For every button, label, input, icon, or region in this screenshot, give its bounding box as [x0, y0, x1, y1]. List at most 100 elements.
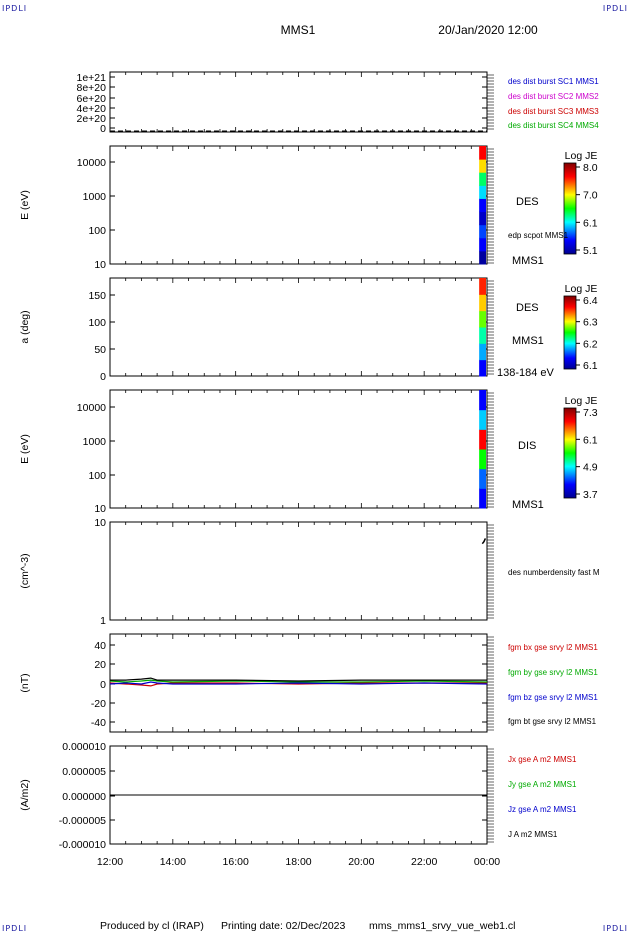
heatmap-cell: [479, 468, 486, 489]
y-tick-label: 0: [100, 679, 106, 691]
heatmap-cell: [479, 237, 486, 252]
heatmap-cell: [479, 327, 486, 344]
panel-frame: [109, 145, 488, 265]
heatmap-cell: [479, 172, 486, 186]
y-axis-label: (cm^-3): [19, 553, 31, 588]
heatmap-cell: [479, 198, 486, 213]
x-tick-label: 00:00: [474, 856, 500, 868]
series-line: [109, 681, 488, 685]
y-tick-label: 1e+21: [77, 72, 107, 84]
legend-entry: fgm by gse srvy l2 MMS1: [508, 668, 598, 677]
x-tick-label: 16:00: [223, 856, 249, 868]
panel-label: DES: [516, 302, 539, 314]
panel-label: DIS: [518, 440, 536, 452]
panel-3: 10000 1000 100 10 E (eV) Log JE7.3 6.1 4.9 3.7 DI…: [19, 389, 598, 515]
y-axis-label: (A/m2): [19, 779, 31, 811]
panel-label: DES: [516, 196, 539, 208]
y-tick-label: 20: [94, 659, 106, 671]
corner-label-bottom-right: IPDLI: [602, 924, 628, 933]
y-tick-label: -0.000005: [59, 815, 106, 827]
colorbar-tick-label: 6.3: [583, 317, 598, 329]
legend-entry: des dist burst SC3 MMS3: [508, 107, 599, 116]
colorbar-tick-label: 3.7: [583, 489, 598, 501]
colorbar-tick-label: 6.1: [583, 360, 598, 372]
y-tick-label: 150: [88, 290, 106, 302]
series-line: [481, 538, 487, 545]
heatmap-cell: [479, 211, 486, 226]
heatmap-cell: [479, 359, 486, 377]
y-tick-label: 10: [94, 503, 106, 515]
panel-frame: [109, 277, 488, 377]
y-axis-label: a (deg): [19, 310, 31, 343]
y-tick-label: 6e+20: [77, 93, 107, 105]
heatmap-cell: [479, 409, 486, 430]
y-tick-label: 0: [100, 371, 106, 383]
x-tick-label: 20:00: [348, 856, 374, 868]
colorbar-tick-label: 6.4: [583, 295, 598, 307]
x-tick-label: 14:00: [160, 856, 186, 868]
y-tick-label: 10000: [77, 157, 106, 169]
panel-frame: [109, 521, 488, 621]
panel-5: 40 20 0 -20 -40 (nT) fgm bx gse srvy l2 MMS1 fg…: [19, 633, 598, 733]
legend-entry: des dist burst SC4 MMS4: [508, 121, 599, 130]
panel-label: edp scpot MMS1: [508, 231, 569, 240]
legend-entry: fgm bz gse srvy l2 MMS1: [508, 693, 598, 702]
footer-produced-by: Produced by cl (IRAP): [100, 920, 204, 932]
x-tick-label: 22:00: [411, 856, 437, 868]
y-tick-label: 1000: [83, 436, 107, 448]
panel-6: 0.000010 0.000005 0.000000 -0.000005 -0.0000…: [19, 741, 577, 851]
y-tick-label: 10: [94, 259, 106, 271]
x-tick-label: 18:00: [285, 856, 311, 868]
series-line: [109, 682, 487, 687]
legend-entry: des dist burst SC1 MMS1: [508, 77, 599, 86]
series-line: [110, 677, 487, 682]
heatmap-cell: [479, 185, 486, 199]
panel-frame: [109, 389, 488, 509]
panel-label: MMS1: [512, 499, 544, 511]
heatmap-cell: [479, 429, 486, 450]
colorbar-title: Log JE: [565, 395, 598, 407]
heatmap-cell: [479, 146, 486, 160]
series-line: [109, 679, 488, 683]
y-tick-label: 0.000000: [62, 791, 106, 803]
legend-entry: des dist burst SC2 MMS2: [508, 92, 599, 101]
page-title: MMS1: [281, 23, 316, 37]
legend-entry: Jx gse A m2 MMS1: [508, 755, 577, 764]
y-axis-label: E (eV): [19, 190, 31, 220]
legend-entry: fgm bt gse srvy l2 MMS1: [508, 717, 597, 726]
colorbar-title: Log JE: [565, 150, 598, 162]
heatmap-cell: [479, 343, 486, 361]
colorbar-tick-label: 4.9: [583, 462, 598, 474]
colorbar-tick-label: 5.1: [583, 245, 598, 257]
heatmap-cell: [479, 449, 486, 470]
colorbar-tick-label: 7.0: [583, 190, 598, 202]
y-tick-label: -0.000010: [59, 839, 106, 851]
y-tick-label: 40: [94, 640, 106, 652]
heatmap-cell: [479, 159, 486, 173]
footer-printing-date: Printing date: 02/Dec/2023: [221, 920, 345, 932]
colorbar: [563, 162, 577, 255]
corner-label-top-right: IPDLI: [602, 4, 628, 13]
panel-frame: [109, 71, 488, 133]
x-axis: 12:00 14:00 16:00 18:00 20:00 22:00 00:00: [97, 856, 500, 868]
colorbar-tick-label: 6.2: [583, 338, 598, 350]
heatmap-cell: [479, 250, 486, 265]
footer-filename: mms_mms1_srvy_vue_web1.cl: [369, 920, 515, 932]
panel-1: 10000 1000 100 10 E (eV) Log JE8.0 7.0 6.1 5.1 DE…: [19, 145, 598, 271]
colorbar-tick-label: 7.3: [583, 407, 598, 419]
y-tick-label: 0.000005: [62, 766, 106, 778]
panel-label: 138-184 eV: [497, 367, 555, 379]
y-tick-label: 0: [100, 123, 106, 135]
y-tick-label: -20: [91, 698, 106, 710]
colorbar-tick-label: 6.1: [583, 217, 598, 229]
x-tick-label: 12:00: [97, 856, 123, 868]
y-tick-label: 1000: [83, 191, 107, 203]
heatmap-cell: [479, 278, 486, 295]
colorbar-title: Log JE: [565, 283, 598, 295]
heatmap-cell: [479, 224, 486, 239]
y-tick-label: 1: [100, 615, 106, 627]
colorbar-tick-label: 6.1: [583, 434, 598, 446]
legend-entry: Jy gse A m2 MMS1: [508, 780, 577, 789]
